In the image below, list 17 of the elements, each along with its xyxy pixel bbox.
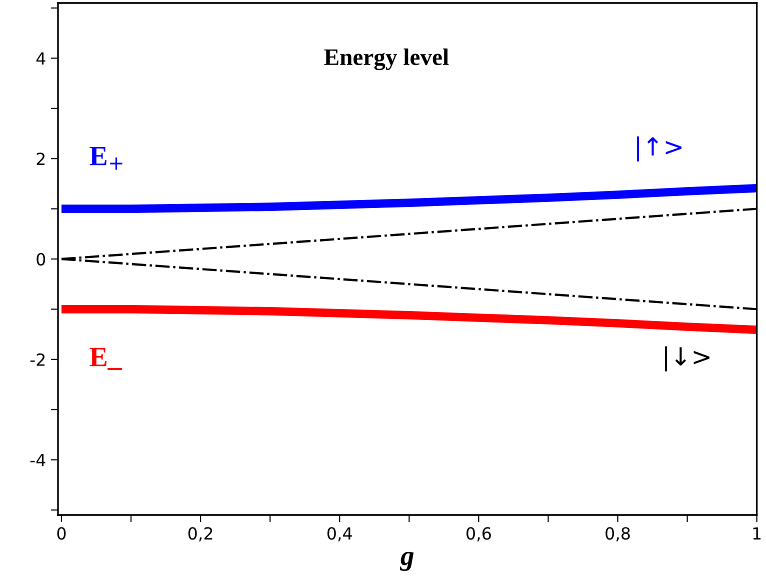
y-tick-label: -4 [30,454,46,466]
annotation: |↓> [664,346,710,372]
x-tick-label: 0,2 [188,527,212,542]
y-tick-label: 0 [36,252,46,266]
x-tick-label: 0,6 [466,527,491,542]
y-tick-label: 4 [36,52,46,65]
x-tick-label: 0,4 [327,527,352,542]
y-tick-label: 2 [36,152,45,165]
x-axis-title: g [400,552,414,571]
x-tick-label: 0,8 [606,527,630,542]
annotation: |↑> [636,136,682,162]
y-tick-label: -2 [30,353,45,366]
x-tick-label: 0 [57,527,66,540]
text: Energy level [324,48,449,70]
series-label: E_ [90,348,122,370]
series-label: E$_{+}$ [90,146,122,170]
x-tick-label: 1 [753,527,761,540]
